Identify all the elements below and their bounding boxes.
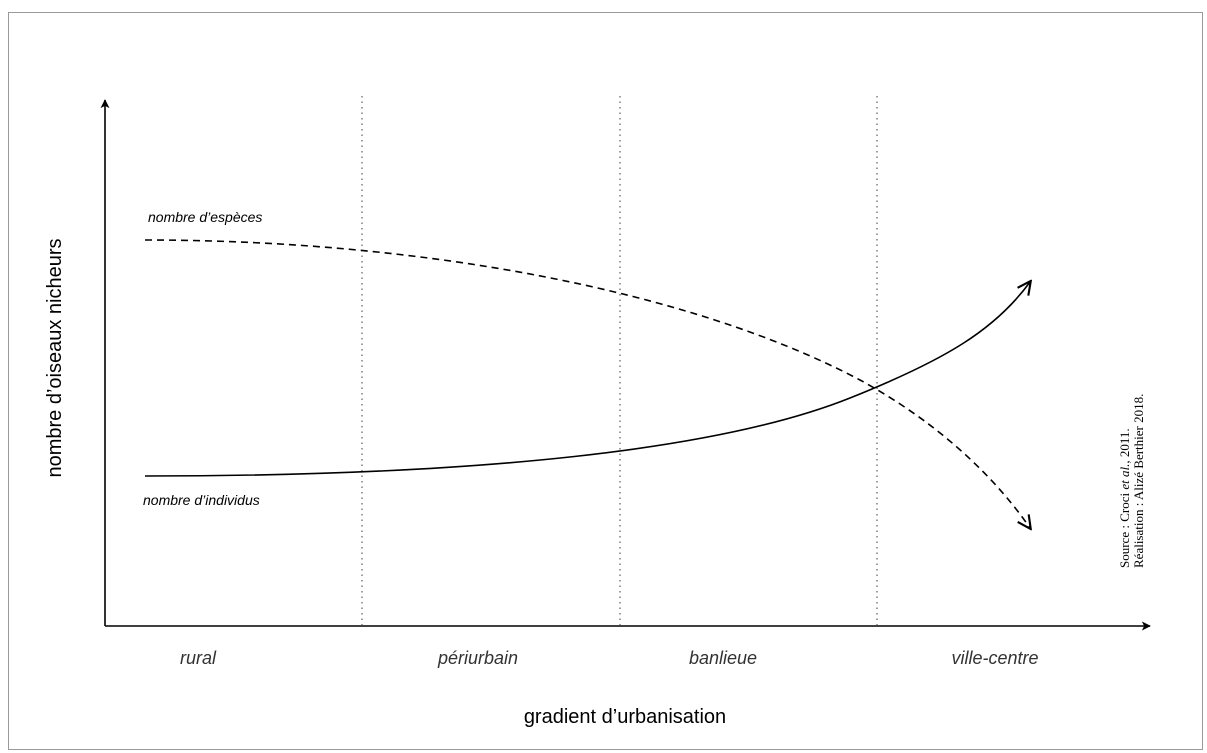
source-prefix: Source : Croci: [1117, 490, 1132, 568]
individuals-curve-label: nombre d’individus: [143, 492, 260, 508]
zone-label-periurbain: périurbain: [437, 648, 518, 668]
source-suffix: , 2011.: [1117, 428, 1132, 463]
figure-frame: [8, 12, 1203, 750]
species-curve-label: nombre d’espèces: [148, 209, 262, 225]
source-etal: et al.: [1117, 464, 1132, 490]
zone-label-rural: rural: [180, 648, 217, 668]
source-note: Source : Croci et al., 2011.: [1117, 428, 1132, 568]
y-axis-title: nombre d’oiseaux nicheurs: [44, 238, 66, 477]
x-axis-title: gradient d’urbanisation: [524, 706, 726, 728]
individuals-curve: [144, 282, 1030, 477]
zone-label-banlieue: banlieue: [689, 648, 757, 668]
credit-note: Réalisation : Alizé Berthier 2018.: [1131, 394, 1146, 568]
zone-label-ville-centre: ville-centre: [951, 648, 1038, 668]
species-curve: [144, 239, 1030, 528]
